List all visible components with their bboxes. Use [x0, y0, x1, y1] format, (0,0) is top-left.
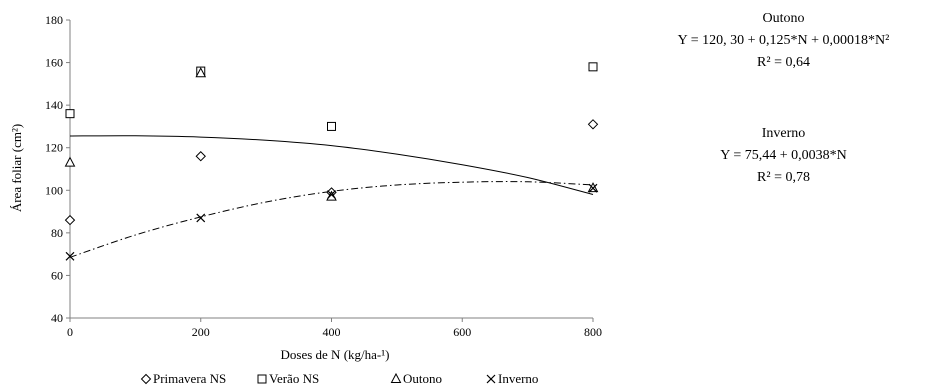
- equation-outono: Outono Y = 120, 30 + 0,125*N + 0,00018*N…: [630, 8, 937, 74]
- legend-marker-verao: [257, 374, 267, 384]
- point-inverno: [588, 183, 598, 193]
- point-verao: [65, 109, 75, 119]
- y-axis-label: Área foliar (cm²): [9, 124, 24, 212]
- trendlines: [69, 135, 594, 258]
- point-inverno: [327, 190, 336, 199]
- point-outono: [64, 156, 76, 167]
- legend-marker-inverno: [486, 374, 496, 384]
- y-tick-label: 60: [51, 268, 63, 282]
- equation-inverno: Inverno Y = 75,44 + 0,0038*N R² = 0,78: [630, 123, 937, 189]
- x-tick-label: 400: [323, 325, 341, 339]
- equation-outono-formula: Y = 120, 30 + 0,125*N + 0,00018*N²: [677, 33, 890, 48]
- trendline-inverno: [69, 181, 594, 258]
- legend-marker-primavera: [140, 373, 152, 385]
- data-points: [64, 62, 599, 261]
- point-primavera: [195, 151, 206, 162]
- y-tick-label: 120: [45, 141, 63, 155]
- x-tick-label: 600: [453, 325, 471, 339]
- x-tick-label: 200: [192, 325, 210, 339]
- y-tick-label: 140: [45, 98, 63, 112]
- equation-inverno-r2: R² = 0,78: [757, 170, 810, 185]
- legend-label-inverno: Inverno: [498, 371, 538, 386]
- point-inverno: [65, 251, 75, 261]
- y-tick-label: 40: [51, 311, 63, 325]
- equation-inverno-formula: Y = 75,44 + 0,0038*N: [720, 148, 847, 163]
- point-verao: [327, 121, 336, 131]
- point-outono: [195, 67, 207, 78]
- y-tick-label: 160: [45, 56, 63, 70]
- legend: Primavera NS Verão NS Outono Inverno: [140, 371, 538, 386]
- point-verao: [588, 62, 598, 72]
- point-primavera: [587, 119, 599, 130]
- equation-inverno-title: Inverno: [761, 126, 806, 141]
- axes: [66, 19, 594, 322]
- point-primavera: [64, 214, 76, 226]
- point-outono: [326, 190, 337, 201]
- point-inverno: [196, 213, 206, 223]
- y-tick-label: 80: [51, 226, 63, 240]
- y-tick-label: 100: [45, 183, 63, 197]
- legend-label-primavera: Primavera NS: [153, 371, 226, 386]
- equation-outono-r2: R² = 0,64: [757, 55, 810, 70]
- legend-label-verao: Verão NS: [269, 371, 319, 386]
- x-axis-label: Doses de N (kg/ha-¹): [281, 347, 390, 362]
- legend-marker-outono: [390, 372, 402, 383]
- x-tick-label: 800: [584, 325, 602, 339]
- legend-label-outono: Outono: [403, 371, 442, 386]
- equation-outono-title: Outono: [762, 11, 805, 26]
- trendline-outono: [69, 135, 594, 196]
- y-tick-label: 180: [45, 13, 63, 27]
- chart: 40 60 80 100 120 140 160 180 0 200 400 600 800 Doses…: [9, 13, 602, 386]
- x-tick-label: 0: [67, 325, 73, 339]
- tick-labels: 40 60 80 100 120 140 160 180 0 200 400 600 800: [45, 13, 602, 339]
